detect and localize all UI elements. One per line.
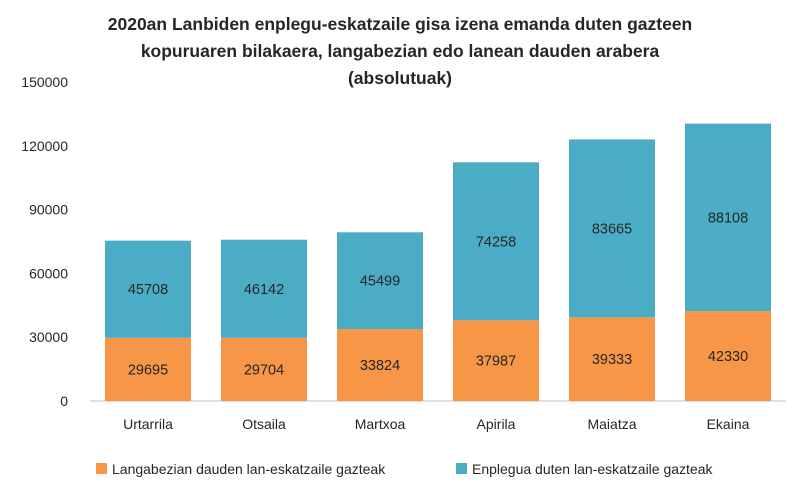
bars-group: 29695 45708 29704 46142 33824 45499 37987 74258… xyxy=(105,123,771,401)
y-axis: 0 30000 60000 90000 120000 150000 xyxy=(21,74,68,409)
x-tick-label: Otsaila xyxy=(242,416,286,432)
legend: Langabezian dauden lan-eskatzaile gaztea… xyxy=(96,461,714,477)
data-label: 45708 xyxy=(128,282,168,298)
data-label: 83665 xyxy=(592,221,632,237)
data-label: 42330 xyxy=(708,349,748,365)
x-tick-label: Martxoa xyxy=(355,416,406,432)
bar-segment-employed xyxy=(453,162,539,321)
legend-label: Enplegua duten lan-eskatzaile gazteak xyxy=(472,461,714,477)
data-label: 46142 xyxy=(244,282,284,298)
bar-segment-employed xyxy=(685,123,771,311)
legend-swatch xyxy=(96,463,107,474)
chart-title: 2020an Lanbiden enplegu-eskatzaile gisa … xyxy=(108,14,692,88)
y-tick-label: 60000 xyxy=(29,265,68,281)
data-label: 33824 xyxy=(360,358,400,374)
data-label: 29704 xyxy=(244,362,284,378)
y-tick-label: 120000 xyxy=(21,138,68,154)
bar-segment-unemployed xyxy=(569,317,655,401)
x-tick-label: Apirila xyxy=(477,416,516,432)
data-label: 29695 xyxy=(128,362,168,378)
x-tick-label: Urtarrila xyxy=(123,416,173,432)
bar-segment-unemployed xyxy=(105,337,191,401)
bar-segment-unemployed xyxy=(685,310,771,401)
legend-swatch xyxy=(456,463,467,474)
x-tick-label: Maiatza xyxy=(587,416,636,432)
bar-segment-unemployed xyxy=(221,337,307,401)
data-label: 45499 xyxy=(360,274,400,290)
data-label: 37987 xyxy=(476,354,516,370)
chart-title-line-2: kopuruaren bilakaera, langabezian edo la… xyxy=(141,41,660,61)
x-tick-label: Ekaina xyxy=(707,416,750,432)
data-label: 88108 xyxy=(708,210,748,226)
y-tick-label: 150000 xyxy=(21,74,68,90)
bar-segment-employed xyxy=(337,232,423,330)
bar-segment-unemployed xyxy=(453,320,539,401)
bar-segment-unemployed xyxy=(337,329,423,401)
y-tick-label: 30000 xyxy=(29,329,68,345)
legend-label: Langabezian dauden lan-eskatzaile gaztea… xyxy=(112,461,386,477)
x-axis: Urtarrila Otsaila Martxoa Apirila Maiatza Eka… xyxy=(123,416,750,432)
y-tick-label: 0 xyxy=(60,393,68,409)
chart-title-line-1: 2020an Lanbiden enplegu-eskatzaile gisa … xyxy=(108,14,692,34)
data-label: 74258 xyxy=(476,234,516,250)
bar-segment-employed xyxy=(221,239,307,338)
chart-title-line-3: (absolutuak) xyxy=(348,68,452,88)
bar-segment-employed xyxy=(569,139,655,318)
bar-segment-employed xyxy=(105,240,191,338)
data-label: 39333 xyxy=(592,352,632,368)
y-tick-label: 90000 xyxy=(29,202,68,218)
